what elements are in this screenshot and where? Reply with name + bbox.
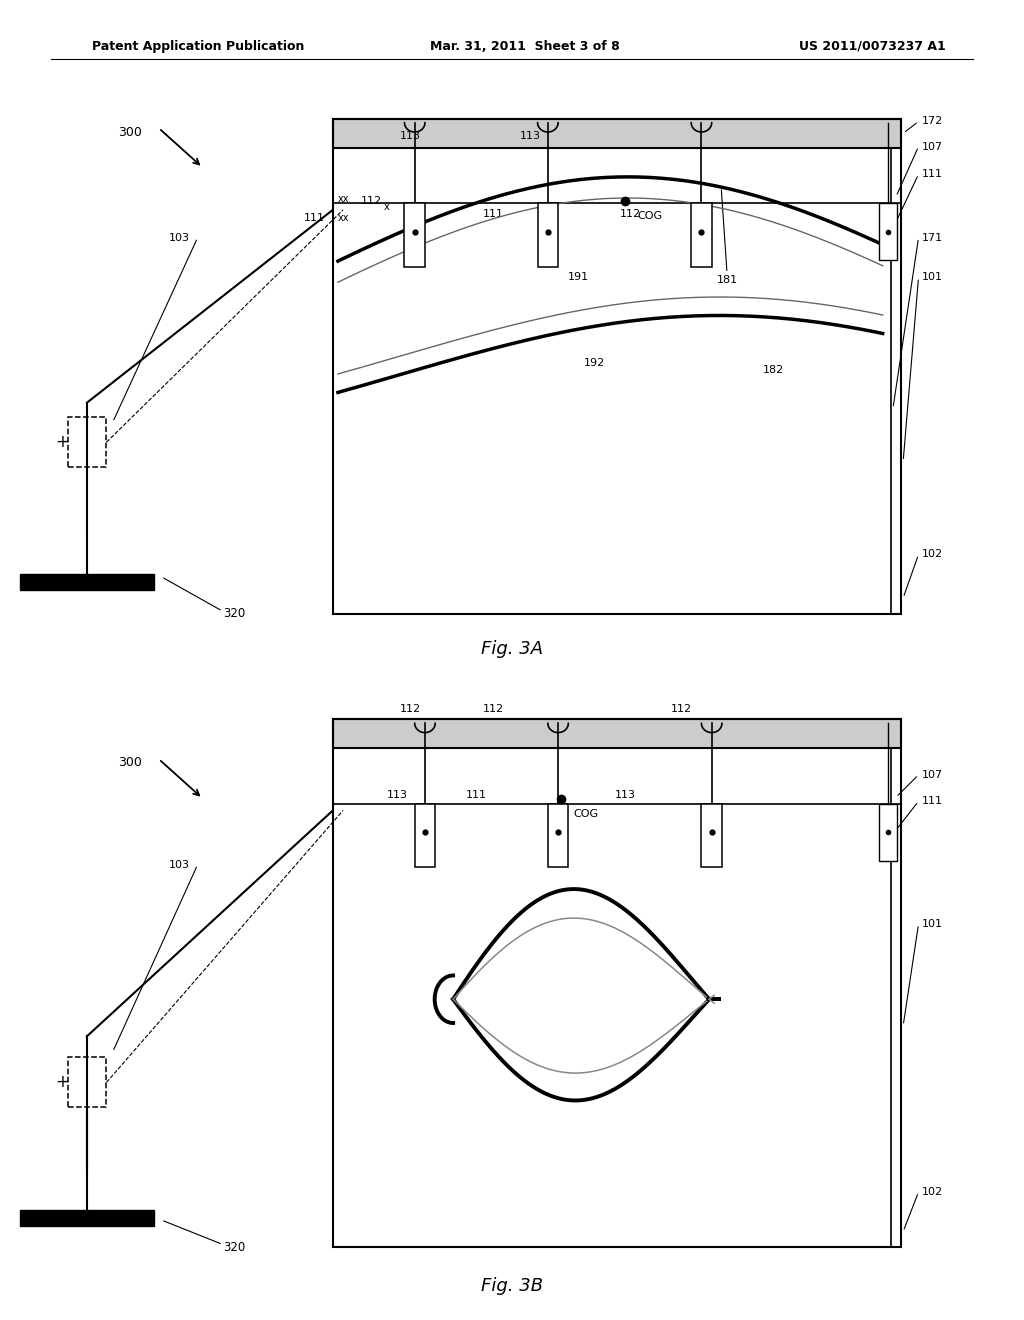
Bar bbox=[68, 1057, 106, 1107]
Text: 103: 103 bbox=[169, 859, 190, 870]
Text: 111: 111 bbox=[303, 213, 325, 223]
Bar bbox=[548, 804, 568, 867]
Text: 102: 102 bbox=[922, 549, 943, 560]
Text: 191: 191 bbox=[568, 272, 590, 282]
Text: US 2011/0073237 A1: US 2011/0073237 A1 bbox=[799, 40, 945, 53]
Bar bbox=[333, 719, 901, 748]
Text: 111: 111 bbox=[922, 796, 943, 807]
Text: 113: 113 bbox=[387, 789, 409, 800]
Text: 113: 113 bbox=[399, 131, 421, 141]
Bar bbox=[701, 804, 722, 867]
Text: xx: xx bbox=[338, 213, 349, 223]
Text: COG: COG bbox=[573, 809, 599, 820]
Text: Fig. 3A: Fig. 3A bbox=[481, 640, 543, 659]
Text: 113: 113 bbox=[520, 131, 542, 141]
Text: Fig. 3B: Fig. 3B bbox=[481, 1276, 543, 1295]
Bar bbox=[415, 804, 435, 867]
Text: 112: 112 bbox=[620, 209, 641, 219]
Polygon shape bbox=[453, 890, 709, 1101]
Text: 320: 320 bbox=[223, 607, 246, 620]
Text: 112: 112 bbox=[399, 704, 421, 714]
Text: 181: 181 bbox=[717, 275, 738, 285]
Text: 111: 111 bbox=[483, 209, 505, 219]
Text: 300: 300 bbox=[118, 756, 141, 770]
Text: 112: 112 bbox=[483, 704, 505, 714]
Text: 320: 320 bbox=[223, 1241, 246, 1254]
Text: 300: 300 bbox=[118, 125, 141, 139]
Bar bbox=[879, 804, 897, 861]
Text: 102: 102 bbox=[922, 1187, 943, 1197]
Text: COG: COG bbox=[637, 211, 663, 222]
Text: 107: 107 bbox=[922, 770, 943, 780]
Text: 111: 111 bbox=[922, 169, 943, 180]
Text: +: + bbox=[55, 433, 70, 451]
Bar bbox=[20, 1210, 154, 1226]
Text: Patent Application Publication: Patent Application Publication bbox=[92, 40, 304, 53]
Bar bbox=[333, 119, 901, 614]
Bar bbox=[333, 719, 901, 1247]
Text: 101: 101 bbox=[922, 272, 943, 282]
Text: 192: 192 bbox=[584, 358, 605, 368]
Text: 171: 171 bbox=[922, 232, 943, 243]
Text: 101: 101 bbox=[922, 919, 943, 929]
Text: 182: 182 bbox=[763, 364, 784, 375]
Text: xx: xx bbox=[338, 194, 349, 205]
Text: 112: 112 bbox=[360, 195, 382, 206]
Bar bbox=[20, 574, 154, 590]
Text: +: + bbox=[55, 1073, 70, 1092]
Bar bbox=[879, 203, 897, 260]
Text: 113: 113 bbox=[614, 789, 636, 800]
Text: Mar. 31, 2011  Sheet 3 of 8: Mar. 31, 2011 Sheet 3 of 8 bbox=[430, 40, 620, 53]
Bar bbox=[333, 119, 901, 148]
Text: 111: 111 bbox=[466, 789, 487, 800]
Text: x: x bbox=[384, 202, 390, 213]
Text: 112: 112 bbox=[671, 704, 692, 714]
Bar bbox=[538, 203, 558, 267]
Bar bbox=[68, 417, 106, 467]
Text: 172: 172 bbox=[922, 116, 943, 127]
Text: 103: 103 bbox=[169, 232, 190, 243]
Bar bbox=[404, 203, 425, 267]
Text: 107: 107 bbox=[922, 141, 943, 152]
Bar bbox=[691, 203, 712, 267]
